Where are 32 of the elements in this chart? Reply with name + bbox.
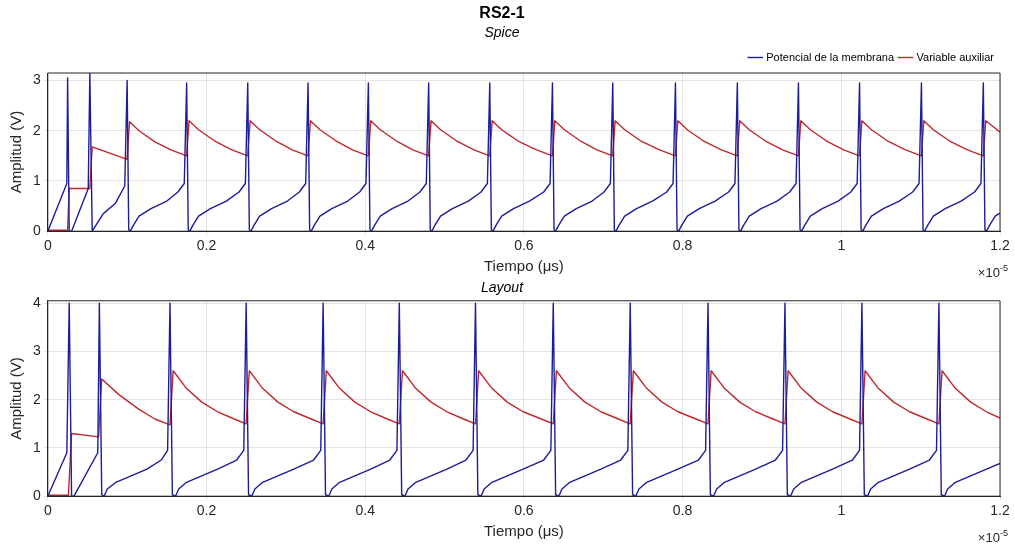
x-tick-label: 0: [43, 237, 52, 254]
y-tick-label: 1: [32, 438, 41, 455]
y-tick-label: 0: [32, 222, 41, 239]
chart-subtitle: Spice: [484, 24, 520, 41]
legend-label: Variable auxiliar: [916, 50, 995, 63]
y-tick-label: 0: [32, 487, 41, 504]
y-axis-title: Amplitud (V): [7, 110, 25, 194]
x-tick-label: 0.6: [514, 237, 534, 254]
x-tick-label: 1: [837, 502, 846, 519]
x-tick-label: 0.4: [355, 502, 376, 519]
x-axis-title: Tiempo (μs): [484, 257, 564, 275]
chart-title: RS2-1: [479, 4, 525, 22]
x-tick-label: 0.2: [196, 237, 217, 254]
y-axis-title: Amplitud (V): [7, 357, 25, 440]
x-tick-label: 0.8: [672, 502, 693, 519]
x-tick-label: 0.4: [355, 237, 376, 254]
y-tick-label: 3: [32, 342, 41, 359]
y-tick-label: 1: [32, 171, 41, 188]
x-tick-label: 0.2: [196, 502, 217, 519]
x-tick-label: 1.2: [990, 237, 1010, 254]
y-tick-label: 4: [32, 294, 41, 311]
x-tick-label: 1: [837, 237, 846, 254]
legend-label: Potencial de la membrana: [766, 50, 895, 63]
y-tick-label: 2: [32, 390, 41, 407]
x-tick-label: 0.6: [514, 502, 534, 519]
x-tick-label: 1.2: [990, 502, 1010, 519]
y-tick-label: 3: [32, 71, 41, 88]
x-axis-title: Tiempo (μs): [484, 522, 564, 540]
x-tick-label: 0.8: [672, 237, 693, 254]
x-tick-label: 0: [43, 502, 52, 519]
y-tick-label: 2: [32, 121, 41, 138]
chart-subtitle: Layout: [480, 279, 525, 296]
